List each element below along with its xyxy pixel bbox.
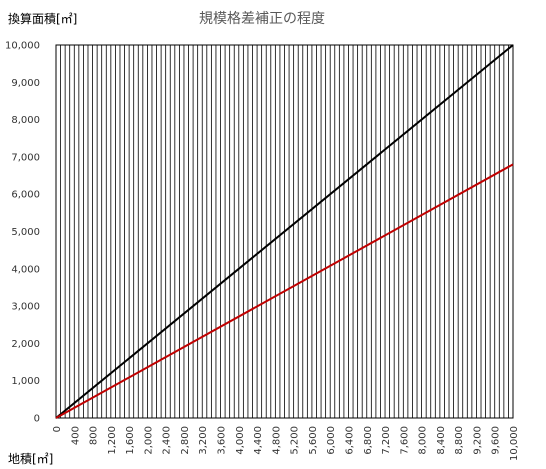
x-tick-label: 6,800	[363, 426, 374, 455]
y-tick-label: 9,000	[11, 78, 40, 89]
y-tick-label: 2,000	[11, 339, 40, 350]
x-tick-label: 4,800	[271, 426, 282, 455]
y-tick-label: 8,000	[11, 115, 40, 126]
x-tick-label: 1,600	[125, 426, 136, 455]
x-tick-label: 7,600	[399, 426, 410, 455]
series-line-1	[55, 44, 514, 419]
x-tick-labels: 0 400 800 1,200 1,600 2,000 2,400 2,800 3,200 3,6…	[52, 426, 520, 461]
x-tick-label: 3,200	[198, 426, 209, 455]
x-tick-label: 3,600	[217, 426, 228, 455]
x-tick-label: 4,400	[253, 426, 264, 455]
y-tick-label: 5,000	[11, 227, 40, 238]
y-tick-labels: 0 1,000 2,000 3,000 4,000 5,000 6,000 7,000 8,00…	[5, 41, 40, 425]
y-tick-label: 7,000	[11, 152, 40, 163]
x-tick-label: 5,600	[308, 426, 319, 455]
x-tick-label: 8,000	[418, 426, 429, 455]
x-tick-label: 7,200	[381, 426, 392, 455]
grid	[60, 45, 509, 418]
x-tick-label: 400	[70, 426, 81, 445]
y-tick-label: 0	[34, 414, 40, 425]
y-tick-label: 4,000	[11, 264, 40, 275]
y-tick-label: 3,000	[11, 302, 40, 313]
x-tick-label: 4,000	[235, 426, 246, 455]
y-tick-label: 6,000	[11, 190, 40, 201]
y-axis-title: 換算面積[㎡]	[8, 11, 77, 26]
plot-frame	[55, 44, 514, 419]
x-tick-label: 10,000	[509, 426, 520, 461]
x-tick-label: 5,200	[290, 426, 301, 455]
chart-title: 規模格差補正の程度	[199, 11, 325, 27]
x-tick-label: 9,200	[472, 426, 483, 455]
series	[55, 44, 514, 419]
x-tick-label: 2,800	[180, 426, 191, 455]
x-tick-label: 6,400	[344, 426, 355, 455]
x-axis-title: 地積[㎡]	[8, 451, 53, 466]
x-tick-label: 8,800	[454, 426, 465, 455]
x-tick-label: 6,000	[326, 426, 337, 455]
x-tick-label: 800	[89, 426, 100, 445]
x-tick-label: 0	[52, 426, 63, 432]
y-tick-label: 10,000	[5, 41, 40, 52]
x-tick-label: 8,400	[436, 426, 447, 455]
x-tick-label: 2,000	[143, 426, 154, 455]
y-tick-label: 1,000	[11, 376, 40, 387]
x-tick-label: 9,600	[491, 426, 502, 455]
series-line-2	[55, 163, 514, 419]
x-tick-label: 1,200	[107, 426, 118, 455]
x-tick-label: 2,400	[162, 426, 173, 455]
